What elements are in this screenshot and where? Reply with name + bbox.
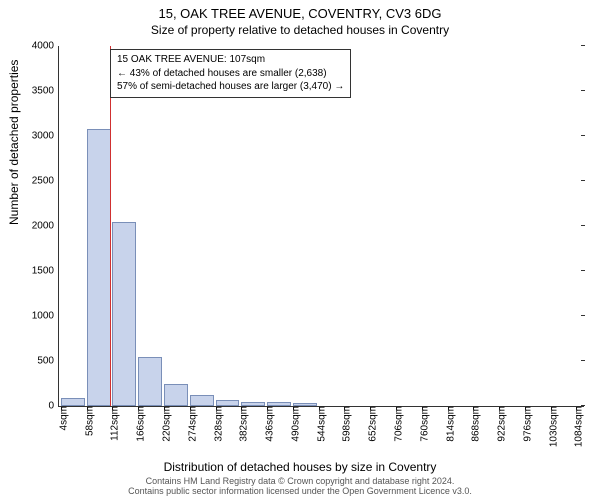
y-tick-label: 2000 xyxy=(32,221,59,232)
x-tick-label: 652sqm xyxy=(362,406,379,442)
attribution-line2: Contains public sector information licen… xyxy=(0,486,600,496)
x-tick-label: 760sqm xyxy=(413,406,430,442)
x-axis-label: Distribution of detached houses by size … xyxy=(0,460,600,474)
reference-line xyxy=(110,46,111,406)
annotation-line: ← 43% of detached houses are smaller (2,… xyxy=(117,67,344,81)
chart-title-main: 15, OAK TREE AVENUE, COVENTRY, CV3 6DG xyxy=(0,6,600,21)
x-tick-label: 220sqm xyxy=(156,406,173,442)
plot-area: 050010001500200025003000350040004sqm58sq… xyxy=(58,46,584,407)
x-tick-label: 922sqm xyxy=(491,406,508,442)
histogram-bar xyxy=(164,384,188,406)
y-tick-mark xyxy=(581,270,585,271)
y-tick-label: 3500 xyxy=(32,86,59,97)
annotation-line: 57% of semi-detached houses are larger (… xyxy=(117,80,344,94)
histogram-bar xyxy=(61,398,85,406)
y-tick-label: 1000 xyxy=(32,311,59,322)
x-tick-label: 112sqm xyxy=(104,406,121,441)
annotation-line: 15 OAK TREE AVENUE: 107sqm xyxy=(117,53,344,67)
x-tick-label: 166sqm xyxy=(130,406,147,442)
x-tick-label: 976sqm xyxy=(516,406,533,442)
histogram-bar xyxy=(267,402,291,406)
x-tick-label: 1084sqm xyxy=(568,406,585,447)
y-tick-mark xyxy=(581,135,585,136)
y-tick-label: 1500 xyxy=(32,266,59,277)
y-tick-label: 2500 xyxy=(32,176,59,187)
x-tick-label: 598sqm xyxy=(336,406,353,442)
attribution: Contains HM Land Registry data © Crown c… xyxy=(0,476,600,496)
y-tick-mark xyxy=(581,360,585,361)
annotation-box: 15 OAK TREE AVENUE: 107sqm← 43% of detac… xyxy=(110,49,351,98)
histogram-bar xyxy=(138,357,162,407)
chart-title-sub: Size of property relative to detached ho… xyxy=(0,23,600,37)
x-tick-label: 274sqm xyxy=(181,406,198,442)
x-tick-label: 544sqm xyxy=(310,406,327,442)
x-tick-label: 4sqm xyxy=(52,406,69,430)
x-tick-label: 58sqm xyxy=(78,406,95,436)
x-tick-label: 436sqm xyxy=(259,406,276,442)
chart-container: 15, OAK TREE AVENUE, COVENTRY, CV3 6DG S… xyxy=(0,0,600,500)
histogram-bar xyxy=(241,402,265,407)
histogram-bar xyxy=(293,403,317,406)
y-tick-mark xyxy=(581,225,585,226)
x-tick-label: 814sqm xyxy=(439,406,456,442)
y-tick-label: 500 xyxy=(37,356,59,367)
y-tick-mark xyxy=(581,90,585,91)
x-tick-label: 382sqm xyxy=(233,406,250,442)
histogram-bar xyxy=(87,129,111,406)
y-tick-label: 3000 xyxy=(32,131,59,142)
histogram-bar xyxy=(112,222,136,407)
x-tick-label: 490sqm xyxy=(284,406,301,442)
histogram-bar xyxy=(216,400,240,406)
y-tick-mark xyxy=(581,180,585,181)
x-tick-label: 1030sqm xyxy=(542,406,559,447)
y-tick-mark xyxy=(581,315,585,316)
x-tick-label: 706sqm xyxy=(387,406,404,442)
histogram-bar xyxy=(190,395,214,406)
attribution-line1: Contains HM Land Registry data © Crown c… xyxy=(0,476,600,486)
y-axis-label: Number of detached properties xyxy=(7,60,21,225)
y-tick-label: 4000 xyxy=(32,41,59,52)
y-tick-mark xyxy=(581,45,585,46)
x-tick-label: 868sqm xyxy=(465,406,482,442)
x-tick-label: 328sqm xyxy=(207,406,224,442)
